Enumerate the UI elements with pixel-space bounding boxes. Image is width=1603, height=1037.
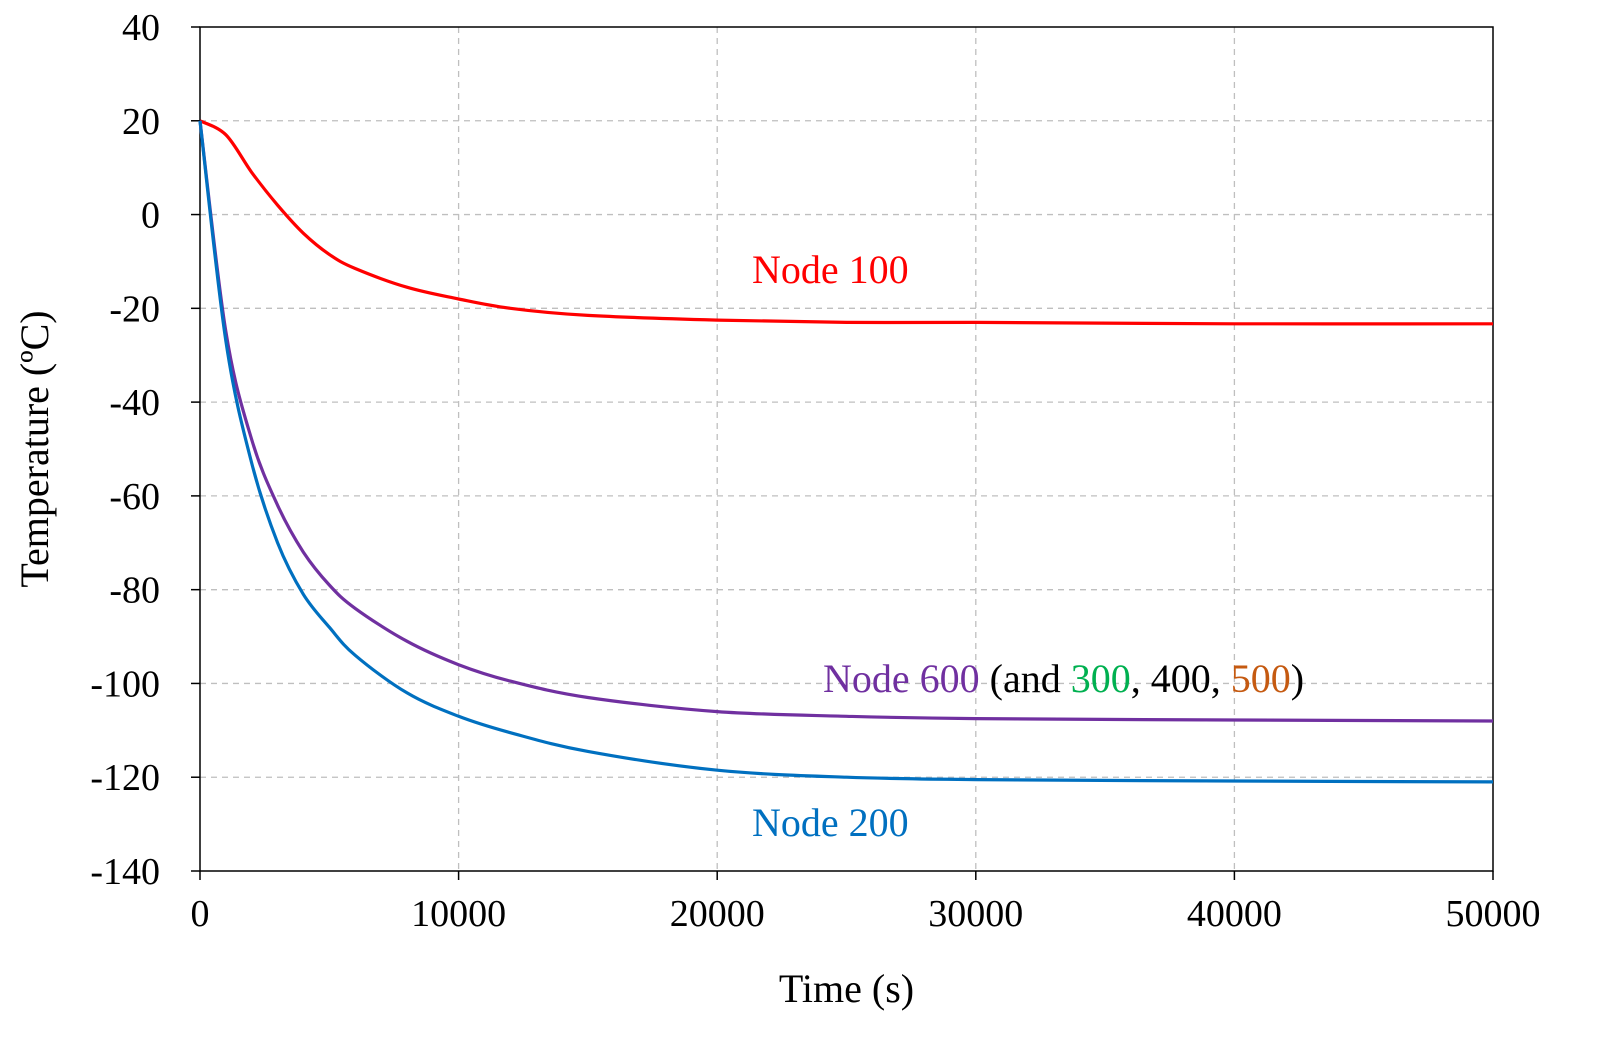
y-tick-label: -120 [90, 757, 160, 799]
y-tick-label: 20 [122, 101, 160, 143]
x-tick-label: 30000 [928, 893, 1023, 935]
annotation-part: Node 600 [823, 656, 980, 701]
x-tick-label: 10000 [411, 893, 506, 935]
series-lines [198, 119, 1494, 784]
x-tick-label: 20000 [670, 893, 765, 935]
annotation-node600: Node 600 (and 300, 400, 500) [823, 656, 1304, 701]
x-tick-label: 50000 [1446, 893, 1541, 935]
y-tick-label: 40 [122, 7, 160, 49]
series-line-node-100 [199, 119, 1494, 326]
annotation-node100: Node 100 [752, 247, 909, 292]
tick-marks [191, 26, 1494, 880]
y-tick-label: -80 [109, 570, 160, 612]
annotation-part: ) [1291, 656, 1304, 701]
y-tick-label: 0 [141, 195, 160, 237]
series-line-node-200 [198, 120, 1494, 784]
gridlines [200, 27, 1493, 871]
series-line-node-600 [198, 120, 1494, 723]
annotation-node200: Node 200 [752, 800, 909, 845]
annotation-part: , 400, [1131, 656, 1231, 701]
annotation-part: Node 200 [752, 800, 909, 845]
y-tick-label: -100 [90, 663, 160, 705]
annotation-part: 300 [1071, 656, 1131, 701]
y-tick-label: -20 [109, 288, 160, 330]
plot-area-frame [199, 26, 1494, 872]
y-tick-label: -40 [109, 382, 160, 424]
annotation-part: 500 [1231, 656, 1291, 701]
annotation-part: Node 100 [752, 247, 909, 292]
y-tick-labels: 40 20 0 -20 -40 -60 -80 -100 -120 -140 [90, 7, 160, 893]
y-axis-title: Temperature (ºC) [12, 310, 57, 587]
y-tick-label: -60 [109, 476, 160, 518]
x-axis-title: Time (s) [779, 966, 914, 1011]
annotation-part: (and [980, 656, 1071, 701]
y-tick-label: -140 [90, 851, 160, 893]
x-tick-labels: 0 10000 20000 30000 40000 50000 [191, 893, 1541, 935]
x-tick-label: 40000 [1187, 893, 1282, 935]
x-tick-label: 0 [191, 893, 210, 935]
